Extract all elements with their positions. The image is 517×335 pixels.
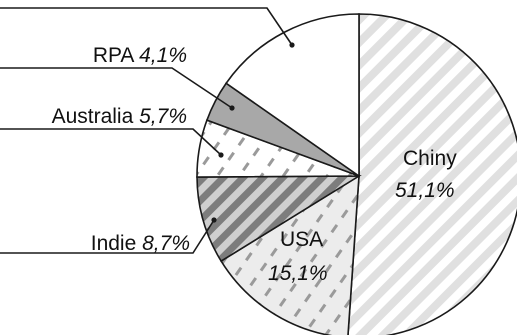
pie-slice-indie (196, 175, 362, 263)
leader-line-rpa (0, 67, 233, 109)
slice-name-rpa: RPA (93, 44, 135, 67)
leader-dot-other (289, 42, 295, 48)
slice-value-indie: 8,7% (142, 232, 190, 255)
slice-value-australia: 5,7% (139, 105, 187, 128)
slice-label-usa: USA (280, 228, 323, 251)
leader-line-australia (0, 128, 222, 156)
leader-dot-indie (211, 217, 217, 223)
slice-label-chiny: Chiny (403, 147, 457, 170)
leader-line-indie (0, 219, 215, 254)
slice-label-rpa: RPA 4,1% (93, 44, 187, 67)
slice-name-australia: Australia (52, 105, 134, 128)
leader-line-other (0, 7, 293, 46)
pie-slice-usa (220, 174, 360, 335)
slice-value-chiny: 51,1% (395, 179, 455, 202)
pie-slice-chiny (347, 13, 517, 335)
slice-value-usa: 15,1% (268, 262, 328, 285)
slice-label-indie: Indie 8,7% (91, 232, 190, 255)
slice-value-rpa: 4,1% (139, 44, 187, 67)
slice-label-australia: Australia 5,7% (52, 105, 187, 128)
slice-name-indie: Indie (91, 232, 137, 255)
leader-dot-australia (218, 152, 224, 158)
leader-dot-rpa (229, 105, 235, 111)
